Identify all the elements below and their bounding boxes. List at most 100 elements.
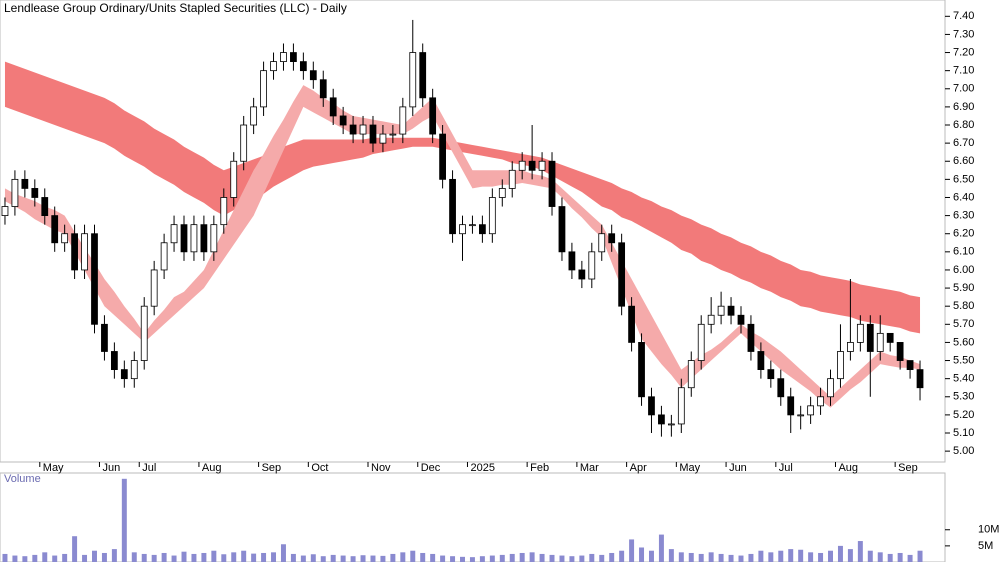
volume-bar [42, 552, 48, 562]
candle-body [508, 169, 516, 189]
volume-bar [639, 547, 645, 562]
x-tick-label: Dec [421, 462, 441, 474]
candle-body [71, 233, 78, 271]
y-tick-label: 5.20 [953, 409, 974, 421]
y-tick-label: 5.70 [953, 318, 974, 330]
y-tick-label: 7.10 [953, 65, 974, 77]
volume-bar [340, 555, 346, 562]
volume-bar [211, 550, 217, 562]
volume-bar [251, 553, 257, 562]
candle-body [876, 332, 884, 352]
volume-bar [549, 554, 555, 562]
x-tick-label: Jun [102, 462, 120, 474]
volume-bar [241, 550, 247, 562]
volume-bar [708, 552, 714, 562]
candle-body [648, 396, 655, 416]
y-tick-label: 5.50 [953, 354, 974, 366]
volume-bar [181, 551, 187, 562]
volume-bar [589, 553, 595, 562]
y-tick-label: 5.40 [953, 373, 974, 385]
candle-body [528, 160, 536, 171]
x-tick-label: Sep [262, 462, 282, 474]
y-tick-label: 6.20 [953, 228, 974, 240]
x-tick-label: Sep [898, 462, 918, 474]
candle-body [747, 323, 755, 352]
x-tick-label: Feb [530, 462, 549, 474]
volume-bar [877, 552, 883, 562]
candle-body [916, 369, 924, 389]
candle-body [200, 224, 208, 253]
x-tick-label: 2025 [470, 462, 494, 474]
candle-body [130, 360, 138, 380]
candle-body [677, 387, 685, 425]
candle-body [568, 251, 576, 271]
x-tick-label: Mar [580, 462, 599, 474]
volume-bar [529, 552, 535, 562]
candle-body [439, 133, 446, 180]
candle-body [319, 79, 327, 99]
candle-body [290, 52, 297, 62]
volume-bar [569, 556, 575, 562]
y-tick-label: 5.90 [953, 282, 974, 294]
candle-body [41, 197, 49, 216]
volume-bar [629, 539, 635, 562]
candle-body [757, 351, 765, 371]
candle-body [667, 423, 675, 426]
volume-panel [0, 472, 946, 562]
x-tick-label: Jun [729, 462, 747, 474]
candle-body [51, 215, 59, 244]
volume-bar [101, 552, 107, 562]
volume-bar [380, 555, 386, 562]
volume-bar [738, 555, 744, 562]
candle-body [618, 242, 626, 307]
candle-body [717, 305, 725, 316]
moving-average-band [4, 61, 921, 334]
candle-body [787, 396, 795, 416]
volume-bar [837, 545, 843, 562]
volume-bar [768, 552, 774, 562]
candle-body [459, 224, 466, 235]
candle-body [91, 233, 98, 325]
chart-title: Lendlease Group Ordinary/Units Stapled S… [4, 1, 347, 15]
candle-body [140, 305, 148, 361]
candle-body [419, 52, 427, 99]
volume-bar [62, 553, 68, 562]
candle-body [906, 360, 914, 370]
candle-body [110, 351, 118, 371]
candle-body [299, 61, 307, 72]
volume-bar [619, 550, 625, 562]
candle-body [409, 52, 417, 108]
volume-bar [400, 552, 406, 562]
candle-body [886, 332, 894, 343]
volume-bar [221, 554, 227, 562]
volume-bar [72, 536, 78, 562]
volume-bar [499, 554, 505, 562]
y-tick-label: 5.10 [953, 427, 974, 439]
volume-bar [12, 555, 18, 562]
candle-body [309, 70, 317, 81]
x-tick-label: Aug [838, 462, 858, 474]
candle-body [896, 342, 904, 361]
candle-body [170, 224, 178, 244]
candle-body [707, 314, 715, 325]
volume-bar [857, 541, 863, 562]
volume-bar [648, 550, 654, 562]
candle-body [160, 242, 168, 271]
candle-body [817, 396, 824, 407]
bands [4, 61, 921, 408]
y-tick-label: 6.60 [953, 155, 974, 167]
volume-bar [360, 555, 366, 562]
volume-bar [718, 553, 724, 562]
candle-body [399, 106, 407, 135]
volume-bar [728, 554, 734, 562]
candle-body [727, 305, 735, 316]
volume-bar [131, 552, 137, 562]
y-tick-label: 6.10 [953, 246, 974, 258]
y-tick-label: 7.00 [953, 83, 974, 95]
candle-body [498, 188, 506, 198]
candle-body [150, 269, 158, 307]
volume-bar [609, 552, 615, 562]
volume-bar [330, 554, 336, 562]
candle-body [250, 106, 258, 126]
candle-body [260, 70, 267, 108]
